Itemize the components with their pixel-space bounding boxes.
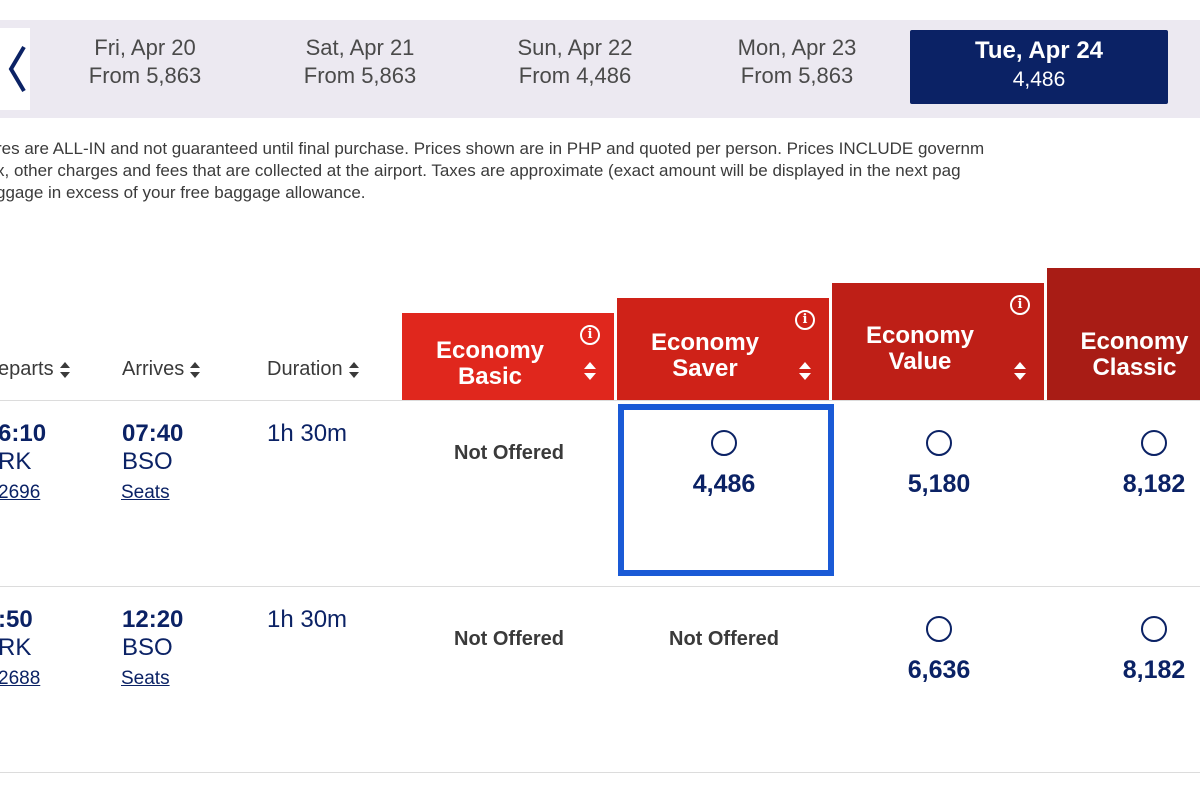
sort-arrives[interactable]: Arrives — [122, 358, 201, 381]
date-selector: Fri, Apr 20 From 5,863 Sat, Apr 21 From … — [0, 20, 1200, 118]
fare-header-economy-value[interactable]: Economy Value i — [832, 283, 1044, 400]
sort-departs[interactable]: eparts — [0, 358, 70, 381]
fare-header-economy-saver[interactable]: Economy Saver i — [617, 298, 829, 400]
arrive-time: 12:20 — [122, 606, 184, 633]
seats-link[interactable]: Seats — [121, 482, 170, 503]
date-tab-sat[interactable]: Sat, Apr 21 From 5,863 — [265, 34, 455, 90]
date-label: Sun, Apr 22 — [517, 35, 633, 60]
fare-name-line: Economy — [1080, 328, 1189, 355]
seats-link[interactable]: Seats — [121, 668, 170, 689]
fare-name-line: Economy — [865, 321, 975, 349]
disclaimer-line: ggage in excess of your free baggage all… — [0, 183, 366, 202]
fare-name-line: Economy — [650, 329, 760, 356]
radio-button[interactable] — [926, 616, 952, 642]
date-tab-fri[interactable]: Fri, Apr 20 From 5,863 — [50, 34, 240, 90]
fare-option-value[interactable]: 5,180 — [832, 430, 1046, 499]
fare-not-offered: Not Offered — [454, 628, 564, 650]
sort-icon — [190, 361, 201, 378]
flight-number-link[interactable]: 2688 — [0, 668, 41, 689]
fare-not-offered: Not Offered — [454, 442, 564, 464]
fare-header-economy-classic[interactable]: Economy Classic — [1047, 268, 1200, 400]
fare-name-line: Value — [888, 347, 952, 375]
date-price: 4,486 — [1012, 68, 1066, 91]
fare-name-line: Classic — [1092, 354, 1177, 381]
fare-option-classic[interactable]: 8,182 — [1047, 430, 1200, 499]
flight-duration: 1h 30m — [267, 606, 348, 633]
chevron-left-icon — [8, 45, 26, 93]
arrive-airport: BSO — [122, 448, 173, 475]
sort-icon[interactable] — [584, 362, 596, 380]
info-icon[interactable]: i — [580, 325, 600, 345]
arrive-airport: BSO — [122, 634, 173, 661]
date-price: From 5,863 — [88, 63, 202, 88]
fare-price: 8,182 — [1122, 656, 1186, 684]
date-tab-mon[interactable]: Mon, Apr 23 From 5,863 — [702, 34, 892, 90]
divider — [0, 400, 1200, 401]
date-price: From 4,486 — [518, 63, 632, 88]
selected-fare-highlight — [618, 404, 834, 576]
radio-button[interactable] — [1141, 616, 1167, 642]
info-icon[interactable]: i — [795, 310, 815, 330]
fare-price: 8,182 — [1122, 470, 1186, 498]
radio-button[interactable] — [711, 430, 737, 456]
disclaimer-line: res are ALL-IN and not guaranteed until … — [0, 139, 985, 158]
depart-airport: RK — [0, 448, 32, 475]
column-label: Arrives — [122, 358, 185, 380]
column-label: eparts — [0, 358, 54, 380]
info-icon[interactable]: i — [1010, 295, 1030, 315]
date-label: Tue, Apr 24 — [974, 37, 1104, 64]
column-label: Duration — [267, 358, 343, 380]
fare-not-offered: Not Offered — [669, 628, 779, 650]
fare-price: 4,486 — [692, 470, 756, 498]
fare-option-saver[interactable]: 4,486 — [617, 430, 831, 499]
disclaimer-line: x, other charges and fees that are colle… — [0, 161, 961, 180]
fare-name-line: Economy — [435, 336, 545, 364]
fare-name: Economy Saver — [617, 298, 793, 400]
fare-name: Economy Classic — [1069, 268, 1200, 400]
date-tab-tue-selected[interactable]: Tue, Apr 24 4,486 — [910, 30, 1168, 104]
sort-icon[interactable] — [1014, 362, 1026, 380]
date-price: From 5,863 — [740, 63, 854, 88]
fare-price: 5,180 — [907, 470, 971, 498]
flight-number-link[interactable]: 2696 — [0, 482, 41, 503]
previous-dates-button[interactable] — [0, 28, 30, 110]
fare-disclaimer: res are ALL-IN and not guaranteed until … — [0, 138, 1200, 204]
fare-name-line: Basic — [457, 362, 523, 390]
flight-duration: 1h 30m — [267, 420, 348, 447]
fare-name-line: Saver — [672, 355, 738, 382]
fare-name: Economy Value — [832, 283, 1008, 400]
sort-duration[interactable]: Duration — [267, 358, 359, 381]
depart-airport: RK — [0, 634, 32, 661]
fare-price: 6,636 — [907, 656, 971, 684]
divider — [0, 586, 1200, 587]
arrive-time: 07:40 — [122, 420, 184, 447]
date-price: From 5,863 — [303, 63, 417, 88]
sort-icon[interactable] — [799, 362, 811, 380]
date-label: Sat, Apr 21 — [305, 35, 415, 60]
sort-icon — [348, 361, 359, 378]
radio-button[interactable] — [926, 430, 952, 456]
radio-button[interactable] — [1141, 430, 1167, 456]
fare-option-classic[interactable]: 8,182 — [1047, 616, 1200, 685]
depart-time: 6:10 — [0, 420, 47, 447]
date-label: Mon, Apr 23 — [737, 35, 857, 60]
fare-option-value[interactable]: 6,636 — [832, 616, 1046, 685]
fare-header-economy-basic[interactable]: Economy Basic i — [402, 313, 614, 400]
date-tab-sun[interactable]: Sun, Apr 22 From 4,486 — [480, 34, 670, 90]
fare-name: Economy Basic — [402, 313, 578, 400]
depart-time: :50 — [0, 606, 33, 633]
divider — [0, 772, 1200, 773]
date-label: Fri, Apr 20 — [94, 35, 196, 60]
sort-icon — [59, 361, 70, 378]
